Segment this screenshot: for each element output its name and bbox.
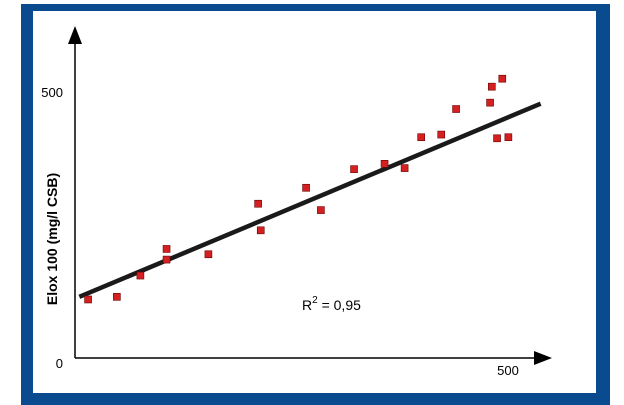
data-point: [205, 251, 212, 258]
data-point: [351, 166, 358, 173]
data-point: [418, 134, 425, 141]
data-point: [303, 184, 310, 191]
axis-labels: 0 500 500 Elox 100 (mg/l CSB) R2 = 0,95: [41, 85, 519, 378]
data-point: [487, 99, 494, 106]
data-point: [438, 131, 445, 138]
data-point: [113, 293, 120, 300]
y-tick-label: 0: [56, 356, 63, 371]
axes: [68, 26, 552, 365]
data-point: [137, 272, 144, 279]
fit-line: [79, 104, 540, 297]
data-point: [163, 256, 170, 263]
data-point: [488, 83, 495, 90]
data-point: [163, 245, 170, 252]
x-axis-arrow-icon: [534, 351, 552, 365]
data-point: [453, 106, 460, 113]
y-axis-arrow-icon: [68, 26, 82, 44]
data-point: [505, 134, 512, 141]
data-point: [257, 227, 264, 234]
y-axis-title: Elox 100 (mg/l CSB): [44, 173, 60, 305]
data-point: [401, 165, 408, 172]
data-point: [381, 160, 388, 167]
data-point: [499, 75, 506, 82]
r-squared-annotation: R2 = 0,95: [302, 295, 361, 313]
regression-line: [79, 104, 540, 297]
y-tick-label: 500: [41, 85, 63, 100]
data-point: [494, 135, 501, 142]
data-point: [317, 207, 324, 214]
data-point: [255, 200, 262, 207]
x-tick-label: 500: [497, 363, 519, 378]
data-point: [85, 296, 92, 303]
